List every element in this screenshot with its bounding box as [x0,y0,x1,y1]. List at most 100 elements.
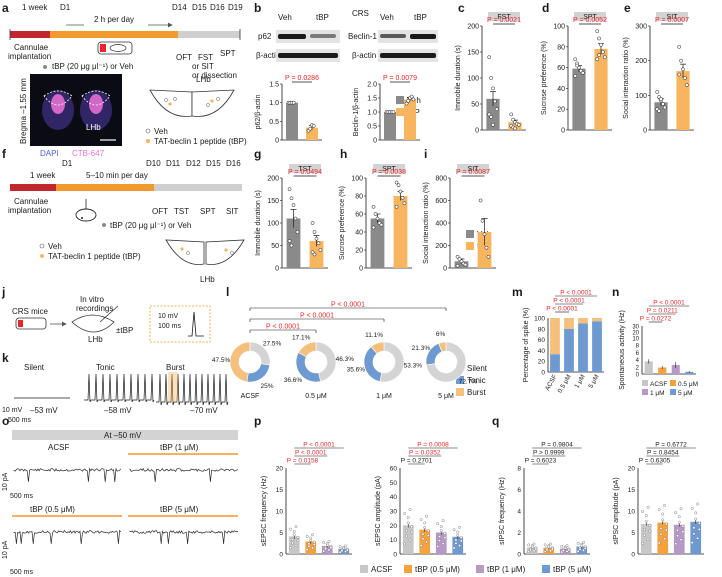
q_amp-point [681,524,685,528]
l-slice-label: 21.3% [412,345,431,352]
p_freq-point [324,547,327,551]
q_amp-point [648,524,652,527]
q_amp-point [679,507,683,511]
p_amp-point [459,539,463,543]
a-implantation: implantation [8,52,51,61]
q_freq-point [578,547,582,551]
h-point [400,195,405,200]
p_freq-point [309,539,313,542]
p_amp-point [423,526,427,529]
q_freq-point [547,545,551,549]
q_amp-bar [690,521,702,554]
n-bar [644,361,653,374]
b_p62-ytick-label: 0 [275,138,279,145]
p_freq-bar [288,536,300,554]
panel-letter-a: a [2,1,9,15]
i-bar [454,261,469,268]
e-title-bg [656,12,688,21]
q_freq-ytick-label: 0 [517,552,521,559]
f-tst: TST [174,207,189,216]
q_amp-point [663,503,666,507]
p_amp-bar [435,532,447,554]
q_amp-point [697,521,701,525]
h-point [373,212,378,216]
o-acsf: ACSF [48,443,69,452]
p_freq-p-value: P < 0.0001 [295,450,327,457]
q_amp-point [679,538,683,542]
q_freq-bar [526,547,538,554]
q_amp-point [661,518,665,522]
e-ytick-label: 300 [635,24,647,31]
o-trace-tbp05 [13,529,122,545]
legend-c5: tBP (5 μM) [553,565,592,574]
i-ytick-label: 0 [443,266,447,273]
q_amp-point [676,534,679,538]
p_freq-point [312,543,316,546]
c-title-bg [488,12,520,21]
n-p-value: P = 0.0211 [647,308,678,315]
p_amp-ytick-label: 0 [393,552,397,559]
p_freq-ytick-label: 5 [279,530,283,537]
p_freq-point [345,548,349,552]
p_amp-point [405,529,408,533]
q_amp-bar [657,522,669,554]
q_amp-ytick-label: 5 [631,530,635,537]
m-ytick-label: 60 [538,337,546,344]
q_freq-bar [576,546,588,554]
n-p-value: P = 0.0272 [640,316,672,323]
b_beclin-ytick-label: 2.0 [367,82,377,89]
g-point [316,241,321,246]
g-title-bg [289,164,321,173]
d-ytick-label: 100 [553,24,565,31]
b_p62-point [308,126,313,131]
q_freq-point [567,548,571,552]
b_beclin-bar [404,99,416,140]
e-ytick-label: 0 [643,128,647,135]
b_beclin-ytick-label: 0.5 [367,124,377,131]
o-trace-tbp5 [129,529,239,545]
a-oft: OFT [176,53,192,62]
n-ytick-label: 10 [632,337,639,343]
n-legend-swatch [642,389,648,395]
a-legend-tbp: TAT-beclin 1 peptide (tBP) [154,137,247,146]
b-blot-beclin [378,30,438,43]
q_amp-point [641,542,645,545]
p_freq-point [307,542,311,546]
q_amp-point [696,536,699,540]
q_amp-point [696,502,699,506]
i-point [463,262,468,267]
panel-a-timeline: 1 week D1 2 h per day D14 D15 D16 D19 Ca… [8,3,247,158]
b_beclin-point [406,98,411,103]
m-bar-tonic [592,321,602,372]
f-bar-orange [56,184,154,191]
b_beclin-point [391,110,396,114]
q_amp-point [676,528,679,532]
d-point [597,36,601,41]
m-bar-tonic [578,323,588,372]
f-legend-tbp: TAT-beclin 1 peptide (tBP) [48,252,141,261]
l-slice-label: 46.3% [336,356,355,363]
g-point [312,252,317,257]
o-tbp05: tBP (0.5 μM) [30,505,75,514]
panel-letter-q: q [492,414,499,428]
p_amp-point [452,528,456,532]
p_amp-point [458,525,461,529]
d-point [573,74,578,78]
l-pie-slice [370,341,385,354]
q_amp-point [643,533,646,537]
q_amp-ytick-label: 10 [628,509,636,516]
b_p62-ytick-label: 0.5 [269,119,279,126]
g-ytick-label: 100 [267,221,279,228]
q_amp-point [643,528,646,531]
f-d1: D1 [62,159,73,168]
e-point [655,90,660,94]
p_freq-point [327,539,331,543]
e-point [677,72,682,77]
l-group-label: 1 μM [376,393,392,400]
q_amp-point [644,514,648,518]
e-ytick-label: 100 [635,93,647,100]
p_amp-ytick-label: 30 [390,509,398,516]
d-point [601,50,605,54]
p_freq-point [311,533,314,537]
b_p62-ylabel: p62/β-actin [255,95,262,130]
